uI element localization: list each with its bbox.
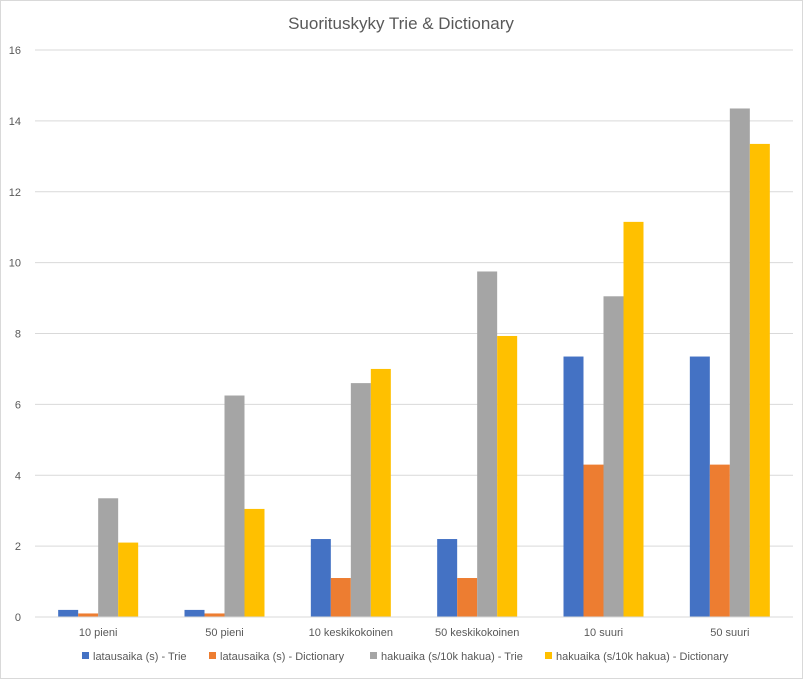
y-tick-label: 4	[15, 470, 21, 482]
legend-swatch	[209, 652, 216, 659]
bar	[118, 542, 139, 617]
bar	[477, 271, 498, 617]
y-tick-label: 12	[9, 187, 21, 199]
legend: latausaika (s) - Trie latausaika (s) - Di…	[82, 651, 729, 663]
bar	[310, 539, 331, 617]
legend-swatch	[82, 652, 89, 659]
bar	[563, 356, 584, 617]
legend-swatch	[545, 652, 552, 659]
bar	[98, 498, 119, 617]
bar	[437, 539, 458, 617]
bar	[497, 335, 518, 617]
y-tick-label: 6	[15, 399, 21, 411]
bar	[224, 395, 245, 617]
legend-label: hakuaika (s/10k hakua) - Dictionary	[556, 651, 729, 663]
x-tick-label: 10 keskikokoinen	[309, 627, 393, 639]
bar	[58, 609, 79, 617]
legend-swatch	[370, 652, 377, 659]
bar	[583, 464, 604, 617]
axes: 0 2 4 6 8 10 12 14 16 10 pieni 50 pieni 10 keskikok…	[9, 45, 793, 639]
legend-label: hakuaika (s/10k hakua) - Trie	[381, 651, 523, 663]
bar	[689, 356, 710, 617]
y-tick-label: 10	[9, 258, 21, 270]
y-tick-label: 2	[15, 541, 21, 553]
legend-label: latausaika (s) - Dictionary	[220, 651, 345, 663]
bar	[623, 221, 644, 617]
bar	[78, 613, 99, 617]
legend-label: latausaika (s) - Trie	[93, 651, 187, 663]
bar	[330, 578, 351, 617]
bar	[204, 613, 225, 617]
x-tick-label: 50 suuri	[710, 627, 749, 639]
bar	[729, 108, 750, 618]
bar	[749, 143, 770, 618]
bar	[603, 296, 624, 617]
x-tick-label: 50 keskikokoinen	[435, 627, 519, 639]
bar	[184, 609, 205, 617]
y-tick-label: 8	[15, 329, 21, 341]
bars	[58, 108, 770, 618]
bar	[370, 368, 391, 617]
bar	[457, 578, 478, 617]
x-tick-label: 50 pieni	[205, 627, 244, 639]
x-tick-label: 10 suuri	[584, 627, 623, 639]
y-tick-label: 0	[15, 612, 21, 624]
bar	[709, 464, 730, 617]
chart-title: Suorituskyky Trie & Dictionary	[288, 14, 514, 33]
gridlines	[35, 49, 793, 547]
bar	[350, 383, 371, 617]
y-tick-label: 14	[9, 116, 21, 128]
x-tick-label: 10 pieni	[79, 627, 118, 639]
y-tick-label: 16	[9, 45, 21, 57]
bar	[244, 508, 265, 617]
